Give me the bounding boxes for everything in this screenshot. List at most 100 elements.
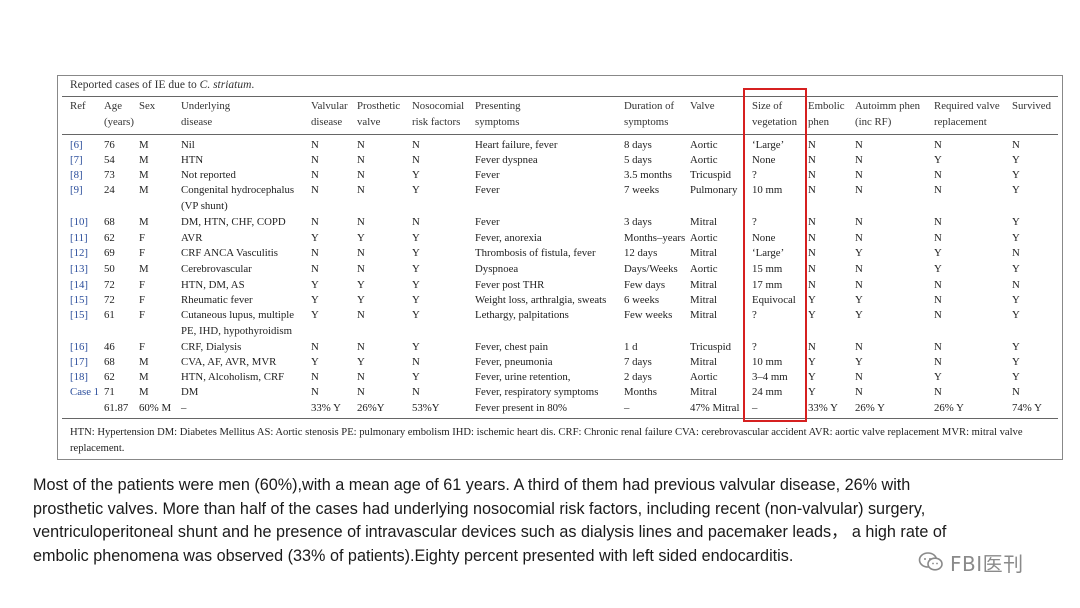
- cell-underlying-disease: HTN: [181, 154, 204, 166]
- cell-presenting-symptoms: Thrombosis of fistula, fever: [475, 247, 596, 259]
- cell-ref: [14]: [70, 279, 88, 291]
- header-nosocomial-risk: risk factors: [412, 115, 461, 128]
- cell-embolic: N: [808, 184, 816, 196]
- cell-duration: 7 days: [624, 356, 652, 368]
- header-underlying-disease: disease: [181, 115, 213, 128]
- header-presenting-symptoms: symptoms: [475, 115, 520, 128]
- cell-underlying-disease: –: [181, 402, 187, 414]
- table-caption: Reported cases of IE due to C. striatum.: [70, 79, 255, 91]
- cell-age: 69: [104, 247, 115, 259]
- cell-nosocomial-risk: N: [412, 356, 420, 368]
- cell-sex: M: [139, 371, 149, 383]
- cell-underlying-disease: Cerebrovascular: [181, 263, 252, 275]
- cell-autoimmune: Y: [855, 356, 863, 368]
- cell-valvular-disease: N: [311, 341, 319, 353]
- cell-underlying-disease: Nil: [181, 139, 195, 151]
- cell-underlying-disease: Not reported: [181, 169, 236, 181]
- summary-paragraph: Most of the patients were men (60%),with…: [33, 474, 1078, 568]
- cell-autoimmune: N: [855, 184, 863, 196]
- cell-valvular-disease: Y: [311, 279, 319, 291]
- cell-valvular-disease: N: [311, 139, 319, 151]
- cell-valve-replacement: N: [934, 232, 942, 244]
- cell-vegetation-size: 24 mm: [752, 386, 783, 398]
- cell-ref: [11]: [70, 232, 88, 244]
- cell-underlying-disease: PE, IHD, hypothyroidism: [181, 324, 292, 337]
- summary-line: ventriculoperitoneal shunt and he presen…: [33, 523, 947, 541]
- cell-embolic: N: [808, 139, 816, 151]
- cell-age: 68: [104, 216, 115, 228]
- cell-ref: [6]: [70, 139, 83, 151]
- cell-vegetation-size: ?: [752, 309, 757, 321]
- cell-autoimmune: 26% Y: [855, 402, 885, 414]
- cell-vegetation-size: 15 mm: [752, 263, 783, 275]
- cell-underlying-disease: HTN, Alcoholism, CRF: [181, 371, 285, 383]
- cell-embolic: N: [808, 216, 816, 228]
- cell-age: 76: [104, 139, 115, 151]
- cell-age: 72: [104, 279, 115, 291]
- cell-age: 46: [104, 341, 115, 353]
- cell-duration: 3 days: [624, 216, 652, 228]
- cell-age: 68: [104, 356, 115, 368]
- cell-age: 72: [104, 294, 115, 306]
- summary-line: Most of the patients were men (60%),with…: [33, 476, 911, 494]
- cell-prosthetic-valve: N: [357, 309, 365, 321]
- cell-ref: [8]: [70, 169, 83, 181]
- cell-valve-replacement: N: [934, 169, 942, 181]
- cell-valve: Aortic: [690, 139, 718, 151]
- cell-nosocomial-risk: 53%Y: [412, 402, 440, 414]
- header-vegetation-size: Size of: [752, 100, 783, 112]
- header-prosthetic-valve: valve: [357, 115, 381, 128]
- header-vegetation-size: vegetation: [752, 115, 797, 128]
- cell-age: 24: [104, 184, 115, 196]
- cell-sex: M: [139, 184, 149, 196]
- cell-valve-replacement: N: [934, 309, 942, 321]
- header-valve-replacement: Required valve: [934, 100, 1000, 112]
- header-age: (years): [104, 115, 134, 128]
- cell-age: 61.87: [104, 402, 129, 414]
- cell-valve-replacement: N: [934, 216, 942, 228]
- cell-underlying-disease: (VP shunt): [181, 199, 228, 212]
- cell-valvular-disease: N: [311, 169, 319, 181]
- cell-embolic: N: [808, 341, 816, 353]
- cell-duration: 12 days: [624, 247, 658, 259]
- cell-prosthetic-valve: Y: [357, 356, 365, 368]
- cell-duration: 2 days: [624, 371, 652, 383]
- cell-vegetation-size: 17 mm: [752, 279, 783, 291]
- cell-embolic: N: [808, 279, 816, 291]
- cell-nosocomial-risk: Y: [412, 184, 420, 196]
- cell-valve-replacement: N: [934, 184, 942, 196]
- header-duration: Duration of: [624, 100, 675, 112]
- cell-duration: Months–years: [624, 232, 686, 244]
- header-valve: Valve: [690, 100, 715, 112]
- cell-valve: Tricuspid: [690, 169, 731, 181]
- cell-prosthetic-valve: N: [357, 341, 365, 353]
- cell-survived: 74% Y: [1012, 402, 1042, 414]
- cell-vegetation-size: ?: [752, 169, 757, 181]
- cell-vegetation-size: –: [752, 402, 758, 414]
- cell-valve: Aortic: [690, 232, 718, 244]
- header-embolic: Embolic: [808, 100, 845, 112]
- cell-presenting-symptoms: Fever dyspnea: [475, 154, 538, 166]
- cell-nosocomial-risk: Y: [412, 294, 420, 306]
- cell-survived: Y: [1012, 263, 1020, 275]
- cell-prosthetic-valve: Y: [357, 232, 365, 244]
- cell-autoimmune: N: [855, 216, 863, 228]
- header-nosocomial-risk: Nosocomial: [412, 100, 465, 112]
- cell-valve-replacement: N: [934, 341, 942, 353]
- cell-sex: F: [139, 294, 146, 306]
- cell-valve-replacement: Y: [934, 263, 942, 275]
- species-name: C. striatum: [199, 79, 252, 91]
- cell-survived: Y: [1012, 356, 1020, 368]
- cell-valve-replacement: N: [934, 356, 942, 368]
- cell-vegetation-size: None: [752, 232, 776, 244]
- cell-ref: [17]: [70, 356, 88, 368]
- cell-vegetation-size: 3–4 mm: [752, 371, 788, 383]
- cell-presenting-symptoms: Fever, pneumonia: [475, 356, 553, 368]
- cell-valvular-disease: Y: [311, 232, 319, 244]
- cell-prosthetic-valve: N: [357, 216, 365, 228]
- cell-valve-replacement: N: [934, 139, 942, 151]
- header-prosthetic-valve: Prosthetic: [357, 100, 401, 112]
- cell-autoimmune: N: [855, 386, 863, 398]
- cell-vegetation-size: ?: [752, 341, 757, 353]
- summary-line: embolic phenomena was observed (33% of p…: [33, 546, 794, 565]
